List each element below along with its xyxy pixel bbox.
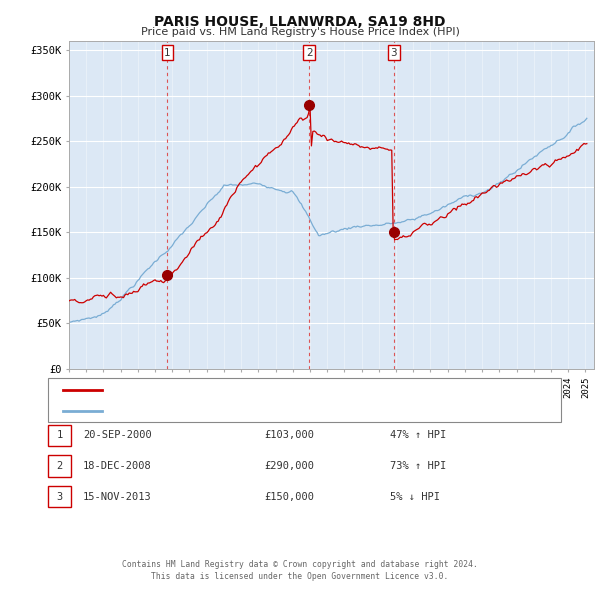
Text: 2: 2 xyxy=(56,461,62,471)
Text: Contains HM Land Registry data © Crown copyright and database right 2024.
This d: Contains HM Land Registry data © Crown c… xyxy=(122,560,478,581)
Text: HPI: Average price, detached house, Carmarthenshire: HPI: Average price, detached house, Carm… xyxy=(111,406,410,416)
Text: 5% ↓ HPI: 5% ↓ HPI xyxy=(390,492,440,502)
Text: £150,000: £150,000 xyxy=(264,492,314,502)
Text: Price paid vs. HM Land Registry's House Price Index (HPI): Price paid vs. HM Land Registry's House … xyxy=(140,27,460,37)
Text: 3: 3 xyxy=(56,492,62,502)
Text: 1: 1 xyxy=(164,48,171,58)
Text: PARIS HOUSE, LLANWRDA, SA19 8HD (detached house): PARIS HOUSE, LLANWRDA, SA19 8HD (detache… xyxy=(111,385,393,395)
Text: 2: 2 xyxy=(306,48,313,58)
Text: 47% ↑ HPI: 47% ↑ HPI xyxy=(390,431,446,440)
Text: PARIS HOUSE, LLANWRDA, SA19 8HD: PARIS HOUSE, LLANWRDA, SA19 8HD xyxy=(154,15,446,29)
Text: 1: 1 xyxy=(56,431,62,440)
Text: 18-DEC-2008: 18-DEC-2008 xyxy=(83,461,152,471)
Text: £290,000: £290,000 xyxy=(264,461,314,471)
Text: 20-SEP-2000: 20-SEP-2000 xyxy=(83,431,152,440)
Text: 15-NOV-2013: 15-NOV-2013 xyxy=(83,492,152,502)
Text: 3: 3 xyxy=(391,48,397,58)
Text: £103,000: £103,000 xyxy=(264,431,314,440)
Text: 73% ↑ HPI: 73% ↑ HPI xyxy=(390,461,446,471)
